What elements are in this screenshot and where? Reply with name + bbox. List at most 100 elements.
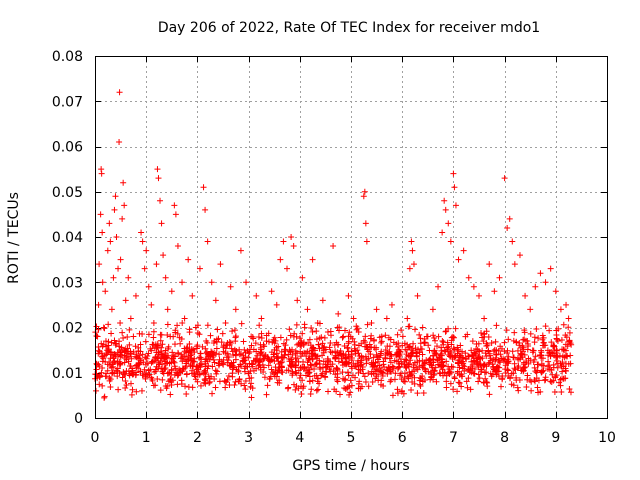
band-point — [138, 387, 145, 394]
band-point — [355, 350, 362, 357]
data-point — [96, 374, 103, 381]
data-point — [491, 288, 498, 295]
band-point — [315, 341, 322, 348]
band-point — [129, 386, 136, 393]
band-point — [256, 322, 263, 329]
y-axis-label: ROTI / TECUs — [6, 192, 22, 284]
band-point — [505, 358, 512, 365]
band-point — [454, 388, 461, 395]
band-point — [442, 328, 449, 335]
band-point — [231, 346, 238, 353]
band-point — [379, 369, 386, 376]
band-point — [454, 370, 461, 377]
band-point — [431, 335, 438, 342]
data-point — [189, 292, 196, 299]
band-point — [148, 347, 155, 354]
band-point — [372, 375, 379, 382]
band-point — [222, 349, 229, 356]
data-point — [258, 315, 265, 322]
band-point — [189, 357, 196, 364]
band-point — [294, 355, 301, 362]
band-point — [450, 386, 457, 393]
band-point — [261, 343, 268, 350]
band-point — [456, 380, 463, 387]
band-point — [395, 358, 402, 365]
band-point — [297, 364, 304, 371]
data-point — [253, 292, 260, 299]
band-point — [399, 333, 406, 340]
band-point — [187, 363, 194, 370]
band-point — [310, 344, 317, 351]
data-point — [153, 261, 160, 268]
band-point — [344, 345, 351, 352]
band-point — [202, 345, 209, 352]
band-point — [404, 373, 411, 380]
band-point — [369, 379, 376, 386]
band-point — [301, 324, 308, 331]
band-point — [455, 348, 462, 355]
band-point — [358, 340, 365, 347]
band-point — [400, 377, 407, 384]
band-point — [178, 377, 185, 384]
band-point — [255, 333, 262, 340]
band-point — [248, 380, 255, 387]
band-point — [345, 338, 352, 345]
band-point — [480, 331, 487, 338]
band-point — [179, 365, 186, 372]
band-point — [363, 360, 370, 367]
band-point — [504, 366, 511, 373]
band-point — [427, 376, 434, 383]
band-point — [150, 328, 157, 335]
band-point — [501, 339, 508, 346]
band-point — [316, 380, 323, 387]
data-point — [248, 333, 255, 340]
band-point — [557, 360, 564, 367]
band-point — [162, 350, 169, 357]
data-point — [368, 319, 375, 326]
band-point — [524, 372, 531, 379]
band-point — [329, 361, 336, 368]
band-point — [287, 332, 294, 339]
band-point — [297, 348, 304, 355]
band-point — [116, 346, 123, 353]
data-point — [330, 243, 337, 250]
data-point — [447, 238, 454, 245]
band-point — [472, 350, 479, 357]
x-tick-label: 9 — [551, 430, 560, 446]
data-point — [319, 297, 326, 304]
band-point — [224, 376, 231, 383]
band-point — [201, 376, 208, 383]
band-point — [297, 372, 304, 379]
band-point — [137, 368, 144, 375]
band-point — [241, 365, 248, 372]
band-point — [96, 381, 103, 388]
band-point — [96, 348, 103, 355]
band-point — [483, 353, 490, 360]
band-point — [348, 382, 355, 389]
data-point — [542, 279, 549, 286]
band-point — [521, 327, 528, 334]
band-point — [403, 357, 410, 364]
band-point — [126, 341, 133, 348]
data-point — [455, 256, 462, 263]
band-point — [494, 363, 501, 370]
band-point — [298, 391, 305, 398]
band-point — [387, 369, 394, 376]
band-point — [539, 368, 546, 375]
band-point — [431, 367, 438, 374]
band-point — [336, 324, 343, 331]
band-point — [407, 353, 414, 360]
band-point — [300, 358, 307, 365]
band-point — [457, 342, 464, 349]
band-point — [230, 364, 237, 371]
data-point — [121, 202, 128, 209]
data-point — [150, 319, 157, 326]
y-tick-label: 0.01 — [52, 366, 83, 382]
band-point — [313, 387, 320, 394]
band-point — [360, 337, 367, 344]
data-point — [470, 283, 477, 290]
band-point — [322, 374, 329, 381]
band-point — [248, 374, 255, 381]
band-point — [557, 382, 564, 389]
band-point — [434, 343, 441, 350]
